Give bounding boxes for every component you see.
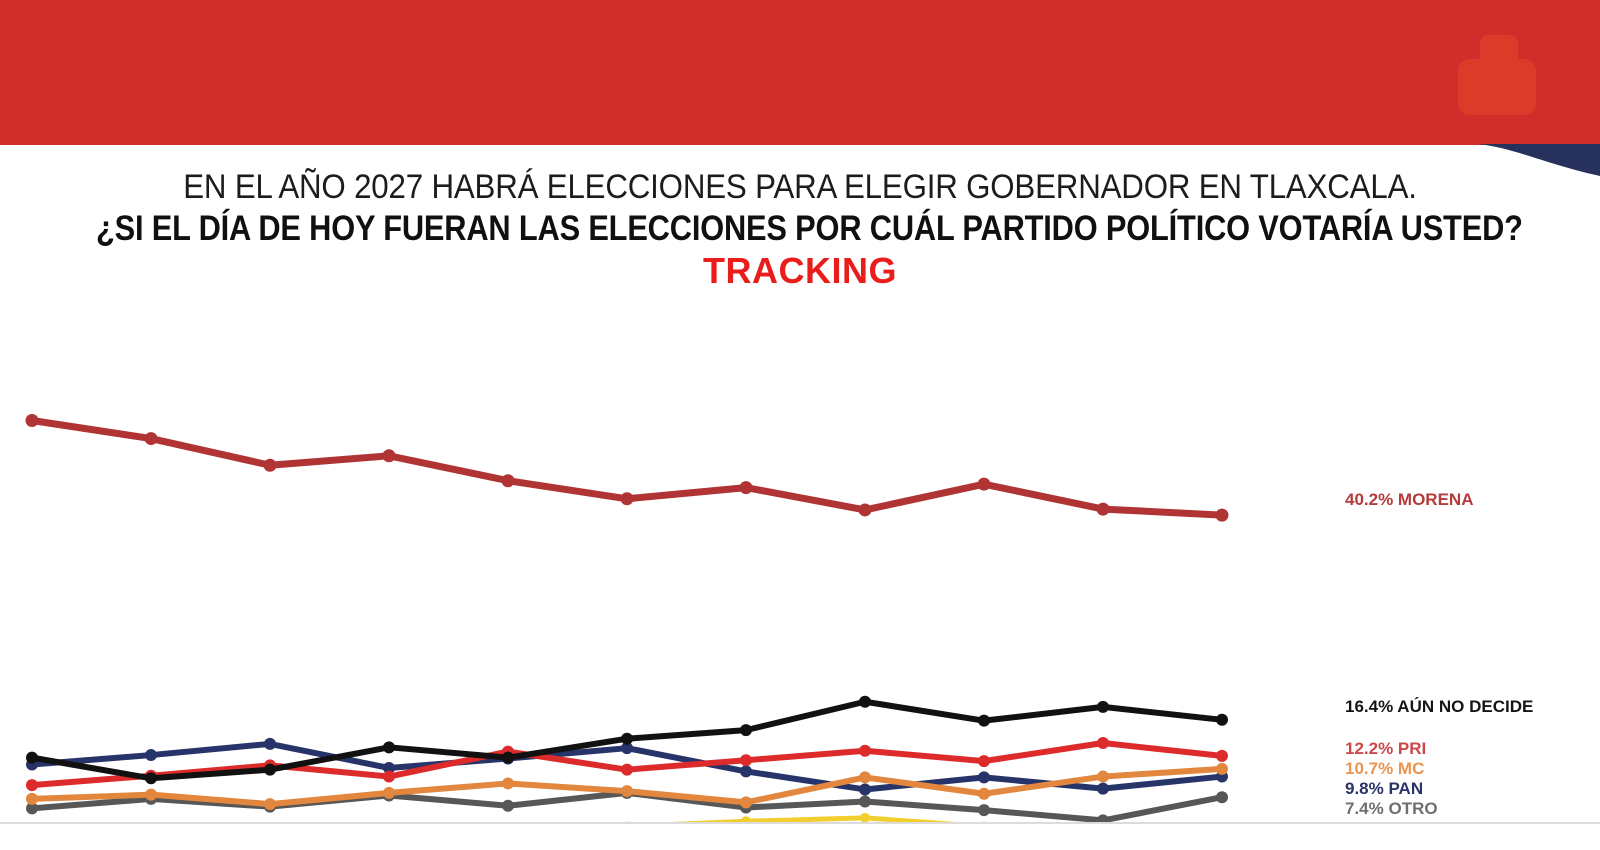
data-point-mc xyxy=(978,787,990,800)
data-point-mc xyxy=(383,786,395,799)
data-point-pri xyxy=(978,755,990,768)
data-point-morena xyxy=(1096,502,1110,516)
series-label-aun-no-decide: 16.4% AÚN NO DECIDE xyxy=(1345,697,1534,716)
data-point-aun-no-decide xyxy=(26,751,38,764)
data-point-aun-no-decide xyxy=(1216,713,1228,726)
series-label-pan: 9.8% PAN xyxy=(1345,779,1424,798)
data-point-pri xyxy=(26,779,38,792)
data-point-mc xyxy=(621,785,633,798)
data-point-morena xyxy=(382,449,396,463)
data-point-otro xyxy=(502,799,514,812)
data-point-pri xyxy=(621,763,633,776)
series-label-mc: 10.7% MC xyxy=(1345,759,1425,778)
data-point-morena xyxy=(144,432,158,446)
data-point-morena xyxy=(25,414,39,428)
data-point-aun-no-decide xyxy=(740,724,752,737)
data-point-pan xyxy=(978,771,990,784)
data-point-morena xyxy=(620,492,634,506)
data-point-mc xyxy=(264,798,276,811)
question-title-line1: EN EL AÑO 2027 HABRÁ ELECCIONES PARA ELE… xyxy=(183,168,1417,206)
series-label-otro: 7.4% OTRO xyxy=(1345,799,1438,818)
data-point-morena xyxy=(263,458,277,472)
data-point-otro xyxy=(1097,814,1109,824)
data-point-mc xyxy=(859,771,871,784)
series-label-pri: 12.2% PRI xyxy=(1345,739,1427,758)
data-point-pan xyxy=(740,765,752,778)
data-point-otro xyxy=(978,804,990,817)
data-point-mc xyxy=(740,796,752,809)
data-point-pri xyxy=(859,744,871,757)
logo-mark-bottom xyxy=(1458,59,1536,115)
data-point-morena xyxy=(739,481,753,495)
data-point-pri xyxy=(1097,737,1109,750)
tracking-line-chart xyxy=(0,414,1600,824)
data-point-otro xyxy=(859,795,871,808)
data-point-aun-no-decide xyxy=(502,751,514,764)
data-point-aun-no-decide xyxy=(978,714,990,727)
data-point-pan xyxy=(859,783,871,796)
data-point-aun-no-decide xyxy=(1097,700,1109,713)
data-point-otro xyxy=(26,802,38,815)
data-point-morena xyxy=(501,474,515,488)
data-point-aun-no-decide xyxy=(145,772,157,785)
data-point-morena xyxy=(977,477,991,491)
data-point-pri xyxy=(740,754,752,767)
data-point-partial-yellow xyxy=(860,812,870,823)
data-point-pan xyxy=(264,737,276,750)
data-point-pan xyxy=(621,742,633,755)
data-point-morena xyxy=(1215,508,1229,522)
header-band xyxy=(0,0,1600,145)
data-point-aun-no-decide xyxy=(859,695,871,708)
data-point-mc xyxy=(1097,770,1109,783)
series-label-morena: 40.2% MORENA xyxy=(1345,490,1474,509)
data-point-mc xyxy=(502,777,514,790)
data-point-otro xyxy=(1216,791,1228,804)
question-title-line2: ¿SI EL DÍA DE HOY FUERAN LAS ELECCIONES … xyxy=(96,209,1523,248)
data-point-pri xyxy=(383,770,395,783)
data-point-pan xyxy=(145,749,157,762)
data-point-pri xyxy=(1216,749,1228,762)
data-point-pan xyxy=(1097,782,1109,795)
logo-mark xyxy=(1458,35,1540,115)
data-point-aun-no-decide xyxy=(264,763,276,776)
tracking-subtitle: TRACKING xyxy=(703,250,897,291)
data-point-aun-no-decide xyxy=(621,732,633,745)
data-point-pan xyxy=(383,761,395,774)
data-point-aun-no-decide xyxy=(383,741,395,754)
question-title-block: EN EL AÑO 2027 HABRÁ ELECCIONES PARA ELE… xyxy=(0,167,1600,293)
data-point-mc xyxy=(26,792,38,805)
data-point-mc xyxy=(1216,762,1228,775)
data-point-morena xyxy=(858,503,872,517)
data-point-mc xyxy=(145,788,157,801)
